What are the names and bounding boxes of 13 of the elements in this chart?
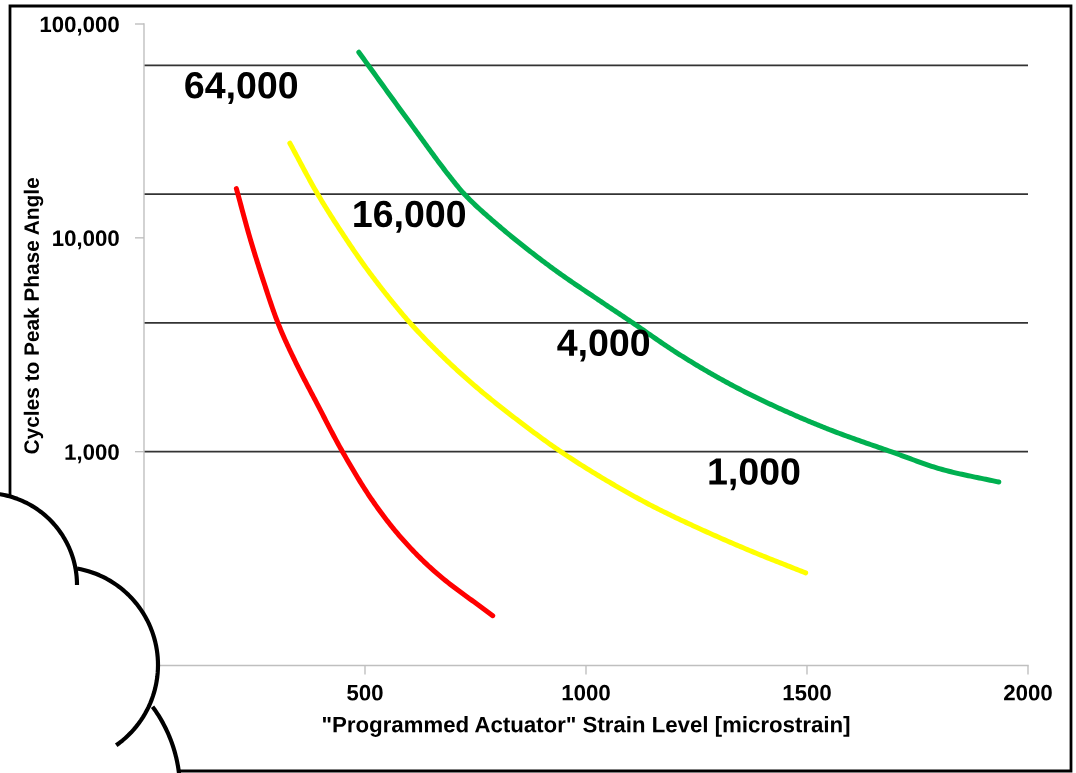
x-tick-label: 1000 [562,684,610,701]
annotation: 1,000 [709,458,800,491]
x-tick-label: 500 [347,684,383,701]
y-tick-label: 100,000 [40,16,119,36]
annotation: 64,000 [185,71,298,104]
y-axis-title: Cycles to Peak Phase Angle [23,178,44,454]
x-tick-label: 1500 [783,684,831,701]
annotation: 4,000 [557,329,650,362]
x-tick-label: 2000 [1004,684,1052,701]
y-tick-label: 1,000 [65,444,119,464]
y-tick-label: 10,000 [53,230,119,250]
annotation: 16,000 [354,200,466,233]
x-axis-title: "Programmed Actuator" Strain Level [microstrain] [322,716,850,737]
